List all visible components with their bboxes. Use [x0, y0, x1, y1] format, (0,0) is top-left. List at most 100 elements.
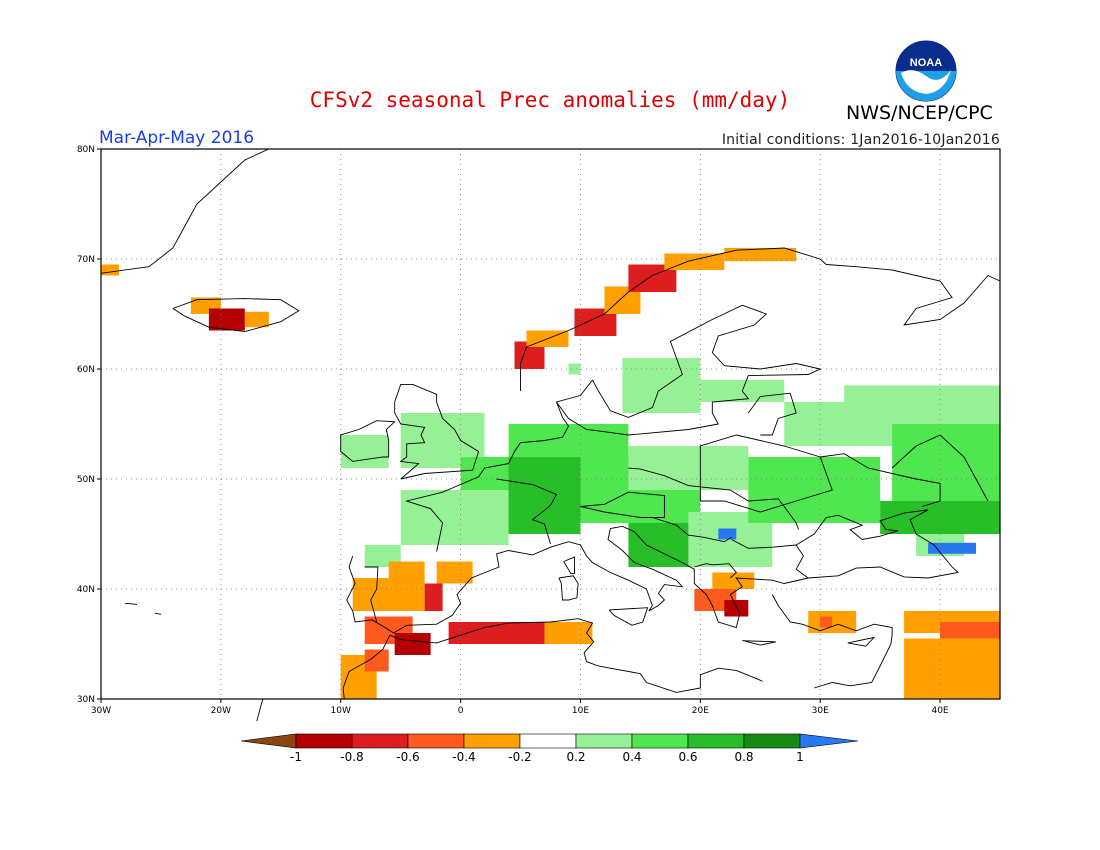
coastline-12 — [558, 575, 579, 601]
lon-tick-label: 20W — [211, 706, 231, 716]
colorbar-label: 0.6 — [678, 750, 697, 764]
anomaly-cell-35 — [436, 561, 473, 584]
anomaly-cell-16 — [460, 457, 509, 490]
coastline-10 — [342, 634, 391, 700]
lat-tick-label: 30N — [77, 695, 95, 705]
colorbar-swatch-2 — [351, 733, 409, 749]
coastline-28 — [820, 453, 941, 507]
lat-tick-label: 60N — [77, 365, 95, 375]
anomaly-cell-41 — [448, 622, 545, 644]
coastline-0 — [100, 148, 269, 274]
colorbar-low-triangle — [240, 733, 297, 749]
coastline-21 — [580, 491, 665, 518]
anomaly-cell-49 — [940, 622, 1000, 639]
coastline-29 — [891, 434, 989, 502]
anomaly-cells — [101, 248, 1000, 699]
map-gridlines — [101, 149, 1000, 699]
colorbar-swatch-9 — [743, 733, 801, 749]
anomaly-cell-10 — [724, 248, 797, 262]
coastline-25 — [731, 539, 797, 549]
coastline-19 — [154, 612, 161, 615]
coastline-15 — [742, 640, 776, 646]
initial-conditions-label: Initial conditions: 1Jan2016-10Jan2016 — [721, 132, 1000, 148]
coastline-3 — [555, 304, 822, 436]
anomaly-cell-42 — [544, 622, 593, 644]
lon-tick-label: 10E — [572, 706, 589, 716]
coastline-16 — [847, 636, 876, 647]
anomaly-cell-47 — [820, 616, 833, 628]
axis-ticks: 30W 20W 10W 0 10E 20E 30E 40E 30N 40N 50N 60N 70N 80N — [77, 145, 949, 716]
lat-tick-label: 80N — [77, 145, 95, 155]
coastline-23 — [628, 467, 800, 530]
colorbar-swatch-4 — [463, 733, 521, 749]
period-label: Mar-Apr-May 2016 — [99, 128, 255, 148]
coastline-18 — [124, 602, 138, 605]
anomaly-cell-11 — [568, 363, 581, 375]
coastline-1 — [172, 298, 300, 333]
lon-tick-label: 20E — [692, 706, 709, 716]
anomaly-cell-12 — [622, 358, 701, 413]
anomaly-cell-3 — [244, 311, 269, 328]
colorbar-swatch-6 — [575, 733, 633, 749]
colorbar-label: -0.2 — [508, 750, 531, 764]
coastline-7 — [405, 401, 570, 552]
coastline-30 — [364, 566, 379, 623]
lat-tick-label: 70N — [77, 255, 95, 265]
colorbar-swatch-7 — [631, 733, 689, 749]
anomaly-cell-27 — [844, 385, 1000, 424]
colorbar-swatch-1 — [295, 733, 353, 749]
anomaly-cell-0 — [101, 264, 119, 276]
colorbar-label: 0.2 — [566, 750, 585, 764]
anomaly-cell-18 — [508, 424, 629, 457]
colorbar-swatch-8 — [687, 733, 745, 749]
anomaly-cell-38 — [394, 633, 431, 655]
colorbar-label: -0.6 — [396, 750, 419, 764]
coastline-2 — [520, 247, 827, 391]
noaa-logo-icon: NOAA — [895, 40, 957, 102]
anomaly-cell-21 — [628, 446, 749, 490]
anomaly-cell-2 — [208, 308, 245, 331]
anomaly-cell-29 — [880, 501, 1000, 534]
coastline-24 — [652, 517, 732, 543]
lon-tick-label: 40E — [931, 706, 948, 716]
anomaly-cell-17 — [400, 490, 509, 545]
colorbar-label: 0.8 — [734, 750, 753, 764]
svg-text:NOAA: NOAA — [910, 57, 942, 69]
lon-tick-label: 0 — [458, 706, 464, 716]
anomaly-cell-24 — [718, 528, 737, 540]
anomaly-cell-9 — [664, 253, 725, 270]
coastline-17 — [256, 698, 264, 722]
map-title: CFSv2 seasonal Prec anomalies (mm/day) — [309, 88, 791, 112]
lon-tick-label: 30E — [812, 706, 829, 716]
coastline-8 — [346, 509, 959, 634]
colorbar-label: 0.4 — [622, 750, 641, 764]
colorbar-swatch-5 — [519, 733, 577, 749]
anomaly-cell-19 — [508, 457, 581, 534]
coastlines — [100, 148, 1001, 722]
lon-tick-label: 10W — [331, 706, 351, 716]
colorbar-high-triangle — [799, 733, 859, 749]
anomaly-cell-31 — [928, 542, 977, 554]
anomaly-cell-28 — [892, 424, 1000, 512]
colorbar: -1 -0.8 -0.6 -0.4 -0.2 0.2 0.4 0.6 0.8 1 — [240, 733, 859, 764]
coastline-14 — [608, 607, 649, 626]
coastline-20 — [699, 434, 833, 513]
anomaly-cell-34 — [388, 561, 425, 584]
coastline-27 — [747, 392, 797, 436]
coastline-6 — [340, 420, 396, 462]
anomaly-cell-36 — [424, 583, 443, 611]
lat-tick-label: 50N — [77, 475, 95, 485]
colorbar-label: -0.8 — [340, 750, 363, 764]
lat-tick-label: 40N — [77, 585, 95, 595]
coastline-9 — [771, 594, 893, 689]
coastline-11 — [389, 618, 763, 693]
agency-label: NWS/NCEP/CPC — [846, 102, 993, 124]
colorbar-label: -1 — [290, 750, 302, 764]
coastline-5 — [394, 383, 480, 480]
coastline-4 — [826, 264, 1001, 326]
map-frame — [100, 148, 1001, 700]
lon-tick-label: 30W — [91, 706, 111, 716]
colorbar-label: -0.4 — [452, 750, 475, 764]
coastline-26 — [694, 563, 737, 579]
